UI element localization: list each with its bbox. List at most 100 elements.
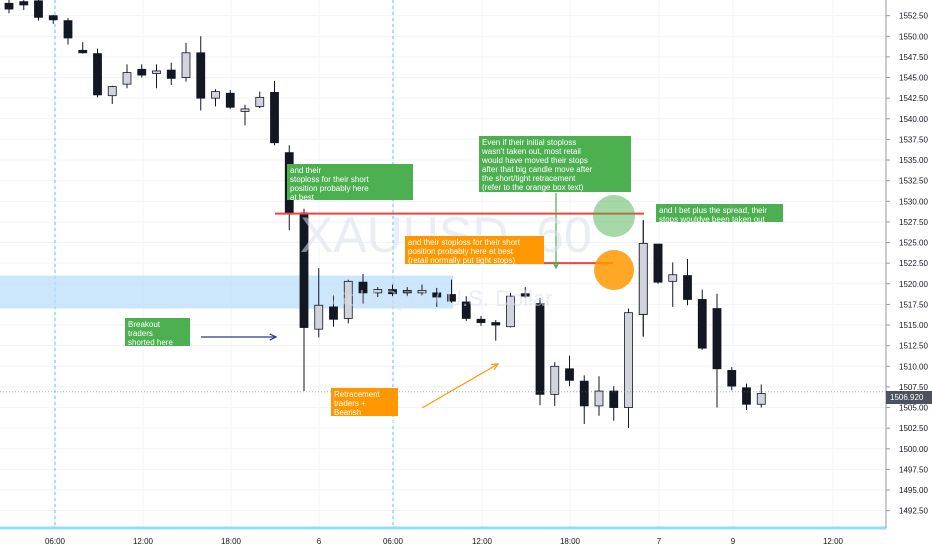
candle-body [756,393,766,405]
candle-body [727,370,737,387]
candle-body [712,308,722,370]
annotation-stoploss-short[interactable]: and their stoploss for their short posit… [287,164,413,202]
price-tick-label: 1512.50 [899,342,928,351]
overlays [0,193,886,409]
candle-body [697,299,707,349]
candle-body [447,294,456,302]
candle-body [402,289,412,294]
highlight-circle-green [593,195,635,237]
candle-body [535,303,545,395]
candle-body [579,380,589,407]
candle [476,315,486,326]
candle [314,268,324,338]
time-tick-label: 6 [317,537,322,546]
candle-body [181,52,191,78]
arrow-head [490,363,500,371]
candle [166,62,176,85]
arrow-head [269,333,278,341]
candle [373,287,383,297]
time-tick-label: 12:00 [823,537,844,546]
candle [240,104,250,126]
candle [181,42,191,82]
candle-body [152,70,161,74]
candle-body [668,274,678,282]
annotation-breakout[interactable]: Breakout traders shorted here [125,318,190,347]
candle [93,48,102,98]
candle-body [388,289,397,295]
time-tick-label: 12:00 [133,537,154,546]
candle-body [565,368,574,381]
candle-body [373,289,383,294]
candle [727,367,737,391]
retail-stop-arrow [552,193,560,270]
candle-body [461,301,471,319]
candle-body [270,92,279,144]
candle-body [78,49,88,54]
candle-body [343,280,353,319]
annotation-orange-stop[interactable]: and their stoploss for their short posit… [405,236,544,265]
candle [122,64,132,89]
price-tick-label: 1517.50 [899,300,928,309]
breakout-arrow [201,333,278,341]
candle [78,42,88,54]
candle-body [520,293,530,297]
candle [225,89,235,109]
price-tick-label: 1550.00 [899,32,928,41]
candle-body [196,52,206,99]
candle [550,362,560,406]
price-tick-label: 1537.50 [899,135,928,144]
candle-body [432,292,442,298]
candle [535,297,545,406]
candle-body [314,304,324,330]
time-tick-label: 18:00 [221,537,242,546]
candle [609,386,619,421]
price-tick-label: 1505.00 [899,404,928,413]
candle [697,289,707,350]
candle [329,295,338,327]
price-tick-label: 1495.00 [899,486,928,495]
annotation-retail-stop[interactable]: Even if their initial stoploss wasn't ta… [479,136,631,192]
candle [594,376,604,416]
candle [211,89,220,107]
highlight-circle-orange [594,250,634,290]
candle [668,262,678,307]
candle [712,293,722,408]
candle [358,273,368,304]
price-tick-label: 1532.50 [899,177,928,186]
candle-body [653,243,663,283]
candle-body [4,2,14,10]
price-tick-label: 1522.50 [899,259,928,268]
candle [48,14,58,24]
price-tick-label: 1527.50 [899,218,928,227]
price-tick-label: 1520.00 [899,280,928,289]
session-separators [54,0,394,528]
candle-body [594,390,604,407]
candle-body [506,295,515,328]
axis-corner [886,528,932,550]
candle-body [225,92,235,108]
price-axis: 1552.50 1550.00 1547.50 1545.00 1542.50 1540.… [885,0,928,528]
price-tick-label: 1510.00 [899,362,928,371]
candle-body [34,0,43,18]
candle [343,279,353,324]
price-tick-label: 1552.50 [899,12,928,21]
candle-body [358,281,368,294]
candle [683,259,692,306]
candle [506,292,515,328]
candle [4,0,14,14]
price-tick-label: 1502.50 [899,424,928,433]
candle-body [742,387,751,405]
candle [388,284,397,297]
candle-body [683,275,692,300]
time-tick-label: 12:00 [472,537,493,546]
current-price-label: 1506.920 [886,391,932,404]
candle-body [122,72,132,85]
candle-body [255,96,265,107]
time-tick-label: 7 [657,537,662,546]
candle [63,18,73,45]
candle-body [240,108,250,112]
annotation-retracement[interactable]: Retracement traders + Bearish Engulfing … [331,388,398,426]
annotation-spread[interactable]: and I bet plus the spread, their stops w… [656,204,783,224]
